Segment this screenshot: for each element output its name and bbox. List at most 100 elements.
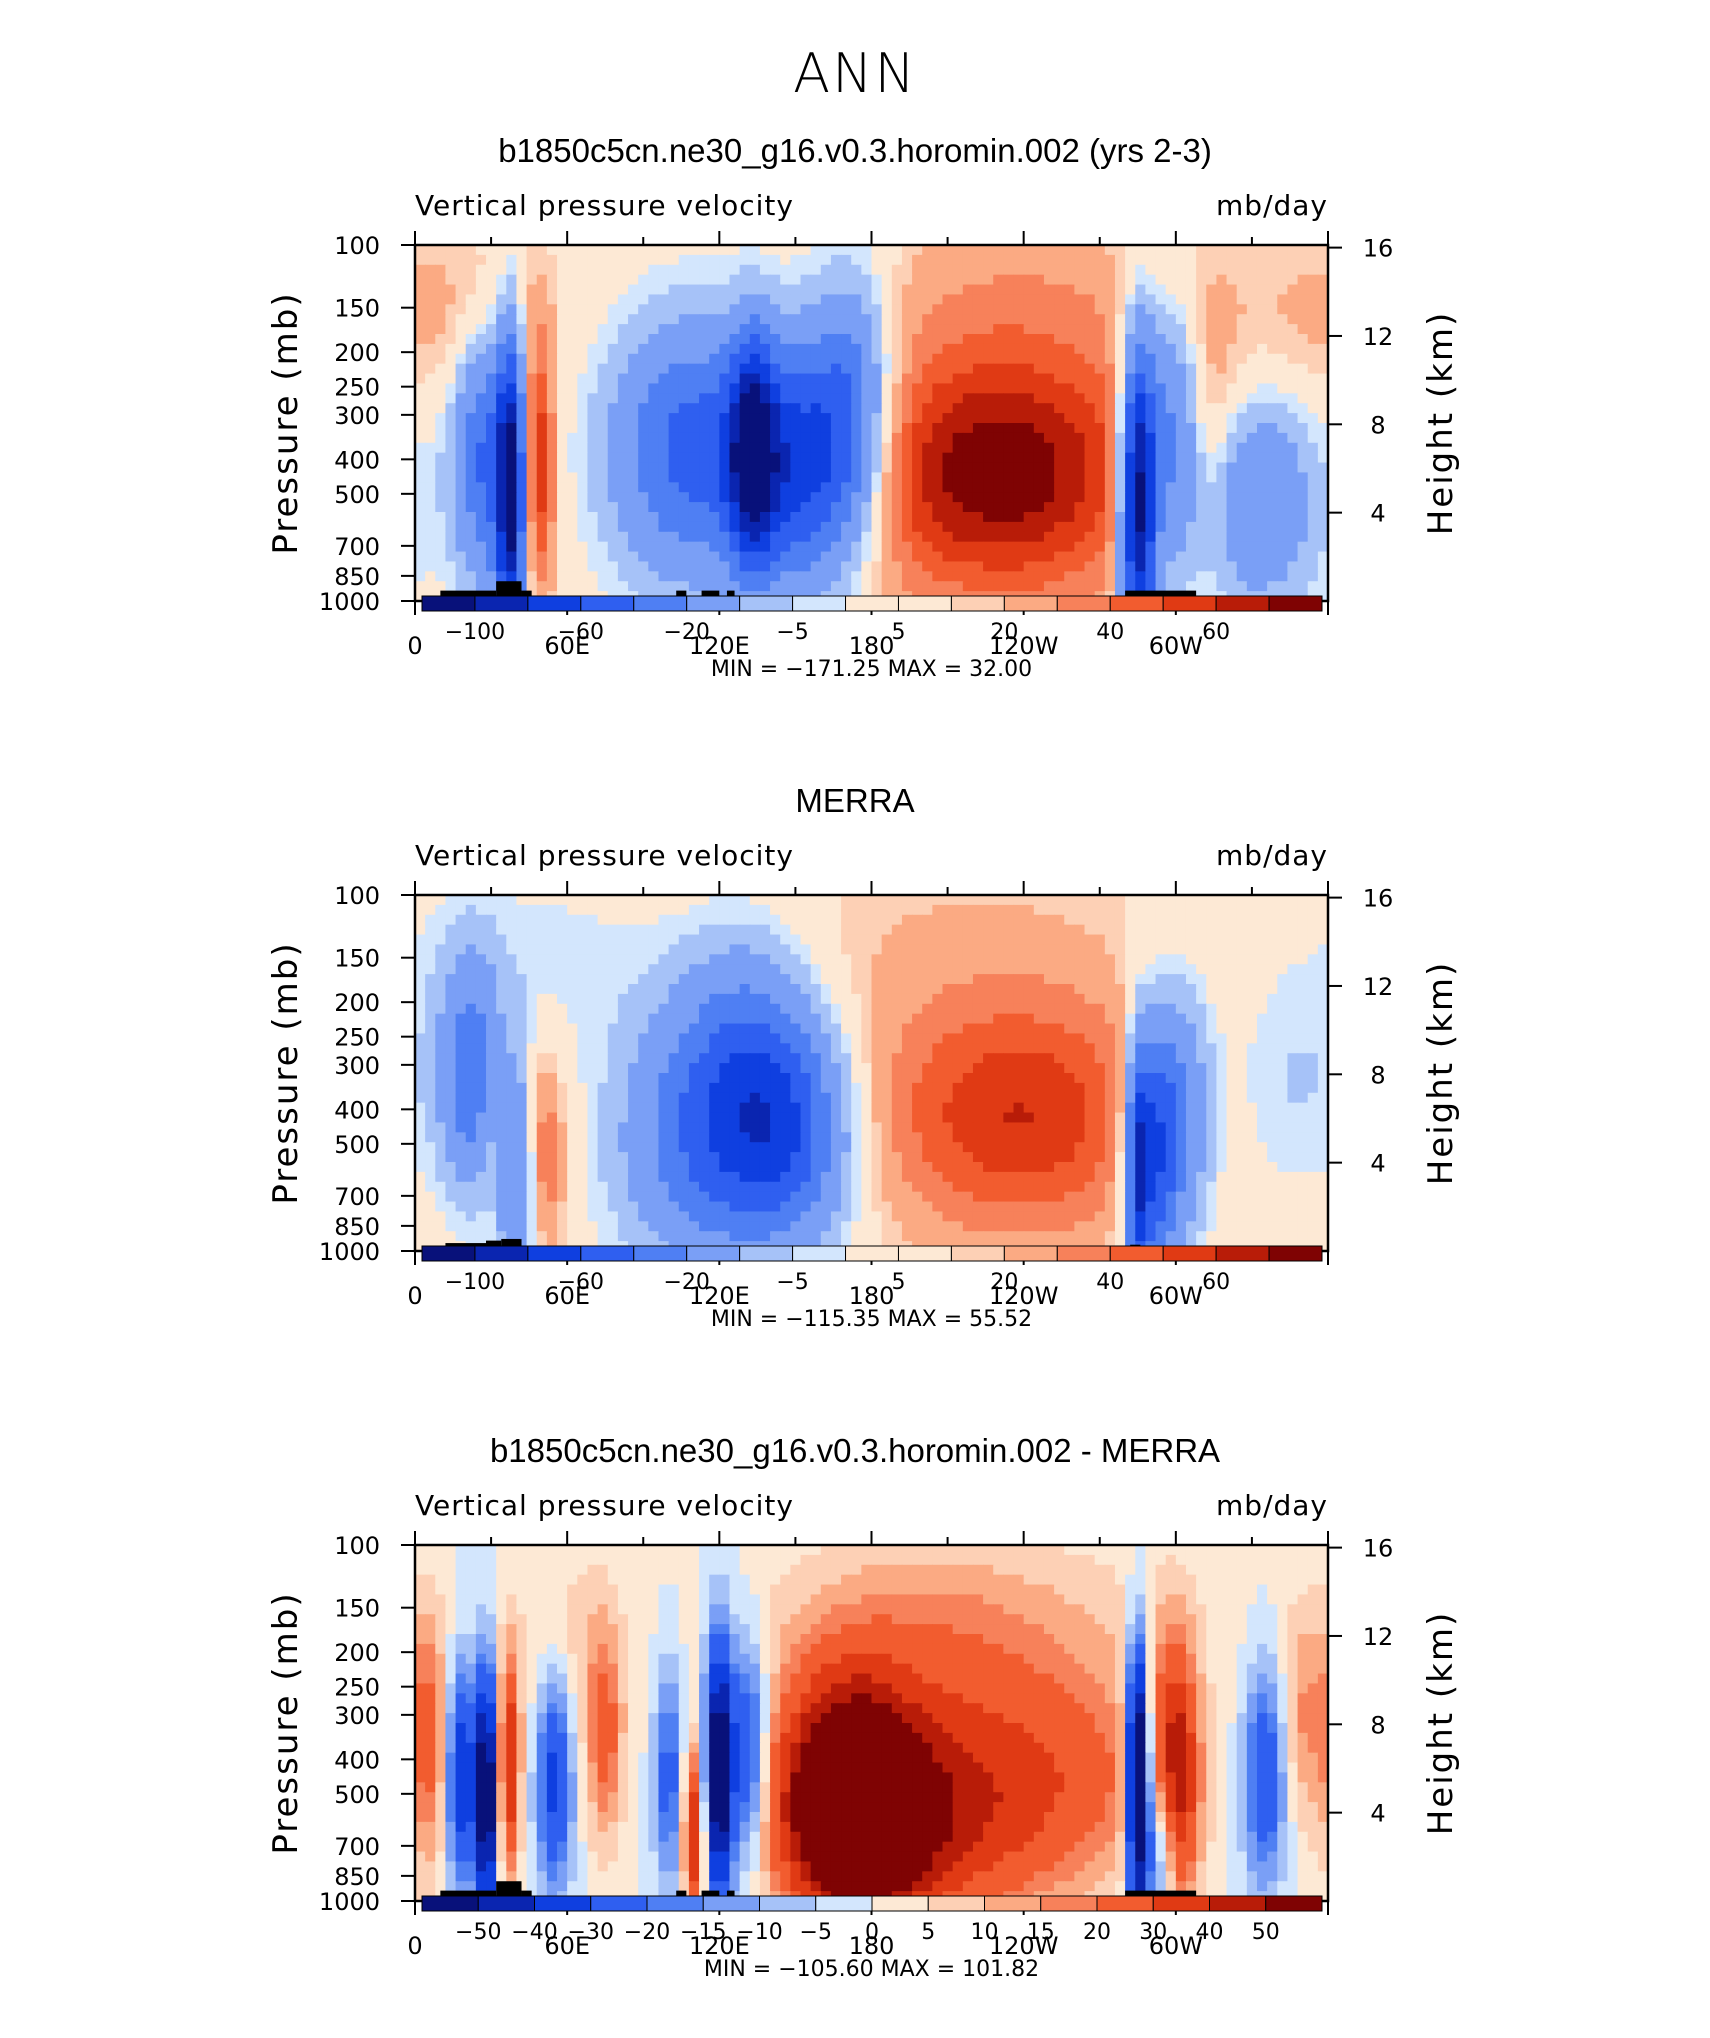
field-cell: [628, 294, 639, 305]
field-cell: [1287, 363, 1299, 375]
field-cell: [780, 363, 791, 375]
field-cell: [1104, 482, 1116, 493]
field-cell: [942, 274, 954, 286]
field-cell: [972, 462, 984, 474]
field-cell: [749, 274, 761, 286]
field-cell: [465, 521, 477, 533]
field-cell: [1165, 482, 1177, 493]
field-cell: [496, 472, 507, 483]
field-cell: [729, 1033, 741, 1044]
field-cell: [800, 324, 812, 335]
field-cell: [1125, 245, 1136, 256]
field-cell: [871, 245, 883, 256]
field-cell: [983, 904, 994, 916]
field-cell: [1064, 324, 1075, 335]
field-cell: [891, 512, 903, 523]
field-cell: [496, 1043, 507, 1054]
field-cell: [841, 984, 852, 995]
field-cell: [790, 373, 802, 385]
field-cell: [1287, 531, 1299, 543]
field-cell: [1267, 423, 1278, 434]
field-cell: [922, 432, 933, 444]
field-cell: [546, 1063, 558, 1074]
field-cell: [475, 571, 487, 582]
field-cell: [486, 964, 497, 975]
field-cell: [658, 353, 670, 365]
field-cell: [1206, 924, 1218, 936]
field-cell: [709, 423, 720, 434]
field-cell: [1175, 264, 1187, 276]
field-cell: [455, 1073, 467, 1084]
field-cell: [810, 914, 822, 926]
field-cell: [668, 343, 680, 355]
field-cell: [536, 254, 548, 266]
field-cell: [952, 324, 964, 335]
field-cell: [445, 343, 457, 355]
field-cell: [810, 314, 822, 325]
field-cell: [455, 974, 467, 985]
field-cell: [445, 462, 457, 474]
field-cell: [496, 1053, 507, 1064]
field-cell: [577, 581, 589, 592]
field-cell: [912, 334, 923, 345]
field-cell: [557, 254, 568, 266]
field-cell: [678, 274, 690, 286]
field-cell: [1074, 541, 1086, 553]
field-cell: [1165, 581, 1177, 592]
field-cell: [648, 541, 660, 553]
field-cell: [486, 492, 497, 503]
field-cell: [1114, 403, 1126, 414]
field-cell: [1003, 304, 1015, 315]
field-cell: [1003, 954, 1015, 965]
field-cell: [425, 531, 436, 543]
field-cell: [678, 334, 690, 345]
field-cell: [1145, 904, 1157, 916]
field-cell: [749, 512, 761, 523]
field-cell: [597, 343, 609, 355]
field-cell: [1145, 334, 1157, 345]
field-cell: [1256, 472, 1268, 483]
field-cell: [749, 531, 761, 543]
field-cell: [972, 581, 984, 592]
field-cell: [546, 904, 558, 916]
field-cell: [1267, 264, 1278, 276]
field-cell: [475, 934, 487, 946]
field-cell: [1267, 472, 1278, 483]
field-cell: [1297, 924, 1309, 936]
field-cell: [617, 334, 629, 345]
field-cell: [699, 363, 710, 375]
field-cell: [1114, 984, 1126, 995]
field-cell: [1297, 343, 1309, 355]
field-cell: [465, 1053, 477, 1064]
field-cell: [496, 531, 507, 543]
field-cell: [1074, 512, 1086, 523]
field-cell: [1297, 934, 1309, 946]
field-cell: [1175, 324, 1187, 335]
field-cell: [536, 393, 548, 404]
field-cell: [415, 944, 426, 955]
field-cell: [729, 442, 741, 454]
field-cell: [881, 492, 893, 503]
x-tick-label: 60W: [1149, 632, 1203, 660]
field-cell: [516, 334, 528, 345]
field-cell: [1185, 1033, 1197, 1044]
field-cell: [486, 274, 497, 286]
field-cell: [942, 254, 954, 266]
field-cell: [607, 571, 619, 582]
field-cell: [435, 993, 447, 1005]
field-cell: [932, 571, 944, 582]
field-cell: [688, 984, 700, 995]
field-cell: [1185, 393, 1197, 404]
field-cell: [587, 462, 599, 474]
field-cell: [942, 324, 954, 335]
field-cell: [678, 1073, 690, 1084]
field-cell: [1003, 531, 1015, 543]
field-cell: [972, 314, 984, 325]
field-cell: [709, 254, 720, 266]
field-cell: [790, 472, 802, 483]
field-cell: [851, 482, 862, 493]
field-cell: [800, 1013, 812, 1025]
field-cell: [749, 462, 761, 474]
field-cell: [567, 895, 578, 906]
field-cell: [678, 954, 690, 965]
